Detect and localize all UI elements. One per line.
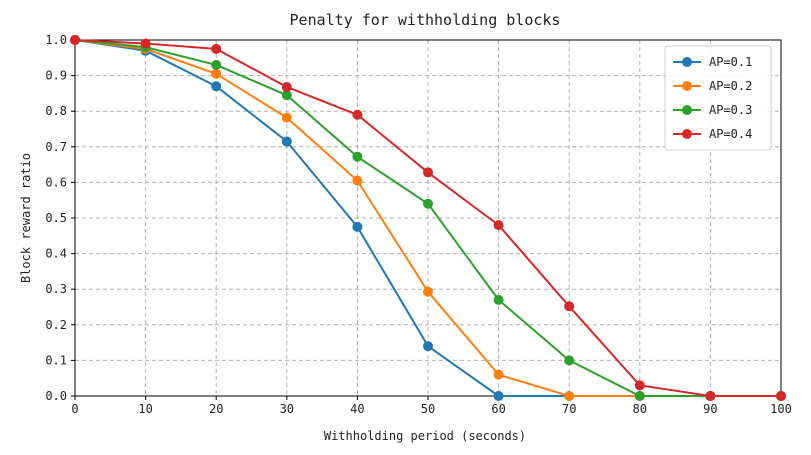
y-tick-label: 1.0 xyxy=(45,33,67,47)
data-point xyxy=(493,294,504,305)
y-tick-label: 0.8 xyxy=(45,104,67,118)
legend-box xyxy=(664,45,772,151)
data-point xyxy=(634,391,645,401)
data-point xyxy=(211,59,222,70)
y-axis-label: Block reward ratio xyxy=(19,153,33,283)
plot-frame xyxy=(74,39,782,397)
data-point xyxy=(705,391,716,401)
data-point xyxy=(281,90,292,101)
legend-item: AP=0.4 xyxy=(673,127,752,141)
data-point xyxy=(564,391,575,401)
legend-item: AP=0.1 xyxy=(673,55,752,69)
legend-label: AP=0.1 xyxy=(709,55,752,69)
data-point xyxy=(423,167,433,178)
legend-marker xyxy=(682,129,692,139)
x-tick-label: 60 xyxy=(491,402,505,416)
data-point xyxy=(493,391,504,401)
legend-marker xyxy=(682,105,692,115)
series-ap-0-4 xyxy=(70,35,786,401)
legend-label: AP=0.2 xyxy=(709,79,752,93)
x-tick-label: 70 xyxy=(562,402,576,416)
legend-label: AP=0.4 xyxy=(709,127,752,141)
data-point xyxy=(564,355,575,366)
data-point xyxy=(634,380,645,391)
data-point xyxy=(423,198,433,209)
x-tick-label: 10 xyxy=(138,402,152,416)
legend-marker xyxy=(682,81,692,91)
data-point xyxy=(211,43,222,54)
x-tick-label: 50 xyxy=(421,402,435,416)
y-tick-label: 0.2 xyxy=(45,318,67,332)
legend-item: AP=0.2 xyxy=(673,79,752,93)
data-point xyxy=(211,68,222,79)
y-tick-label: 0.6 xyxy=(45,175,67,189)
data-point xyxy=(493,369,504,380)
x-tick-label: 40 xyxy=(350,402,364,416)
data-point xyxy=(423,341,433,352)
data-point xyxy=(352,221,363,232)
y-tick-label: 0.9 xyxy=(45,69,67,83)
y-tick-label: 0.5 xyxy=(45,211,67,225)
x-tick-label: 90 xyxy=(703,402,717,416)
data-point xyxy=(564,301,575,312)
x-tick-label: 100 xyxy=(770,402,792,416)
y-tick-label: 0.7 xyxy=(45,140,67,154)
legend-marker xyxy=(682,57,692,67)
x-tick-label: 20 xyxy=(209,402,223,416)
data-point xyxy=(281,136,292,147)
data-point xyxy=(211,81,222,92)
axes: 0 10 20 30 40 50 60 70 80 90 100 0.0 0.1 0.2 0.3 0.4 0.5… xyxy=(45,33,792,416)
data-point xyxy=(423,286,433,297)
data-point xyxy=(281,81,292,92)
data-point xyxy=(352,109,363,120)
data-point xyxy=(776,391,786,401)
data-point xyxy=(352,151,363,162)
data-point xyxy=(281,112,292,123)
y-tick-label: 0.3 xyxy=(45,282,67,296)
y-tick-label: 0.1 xyxy=(45,353,67,367)
x-tick-label: 0 xyxy=(71,402,78,416)
data-point xyxy=(70,35,80,45)
y-tick-label: 0.4 xyxy=(45,247,67,261)
x-tick-label: 80 xyxy=(633,402,647,416)
legend-item: AP=0.3 xyxy=(673,103,752,117)
x-tick-label: 30 xyxy=(280,402,294,416)
data-point xyxy=(140,38,151,49)
grid xyxy=(75,40,781,396)
data-point xyxy=(352,175,363,186)
legend: AP=0.1 AP=0.2 AP=0.3 AP=0.4 xyxy=(664,45,772,151)
x-axis-label: Withholding period (seconds) xyxy=(324,429,526,443)
legend-label: AP=0.3 xyxy=(709,103,752,117)
chart-title: Penalty for withholding blocks xyxy=(290,11,561,29)
series-group xyxy=(70,35,786,401)
y-tick-label: 0.0 xyxy=(45,389,67,403)
data-point xyxy=(493,220,504,231)
